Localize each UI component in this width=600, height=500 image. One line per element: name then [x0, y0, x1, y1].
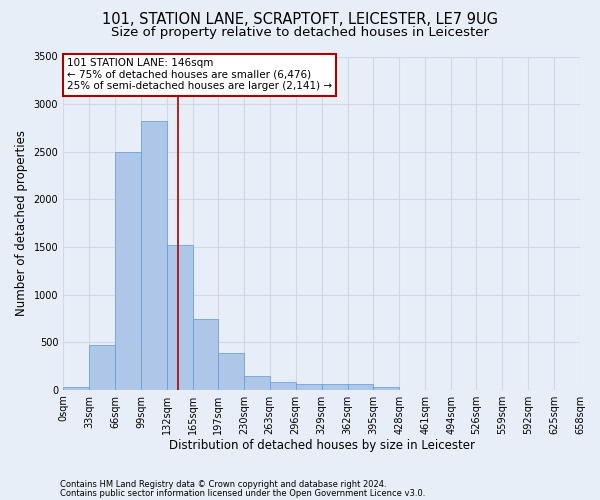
Bar: [373, 387, 400, 390]
Bar: [115, 152, 141, 390]
Text: 101, STATION LANE, SCRAPTOFT, LEICESTER, LE7 9UG: 101, STATION LANE, SCRAPTOFT, LEICESTER,…: [102, 12, 498, 28]
Bar: [89, 345, 115, 390]
Bar: [296, 384, 322, 390]
Text: Contains public sector information licensed under the Open Government Licence v3: Contains public sector information licen…: [60, 488, 425, 498]
Bar: [167, 245, 193, 390]
Bar: [141, 121, 167, 390]
Text: Contains HM Land Registry data © Crown copyright and database right 2024.: Contains HM Land Registry data © Crown c…: [60, 480, 386, 489]
Y-axis label: Number of detached properties: Number of detached properties: [15, 130, 28, 316]
Bar: [244, 376, 270, 390]
Text: 101 STATION LANE: 146sqm
← 75% of detached houses are smaller (6,476)
25% of sem: 101 STATION LANE: 146sqm ← 75% of detach…: [67, 58, 332, 92]
Bar: [270, 382, 296, 390]
Text: Size of property relative to detached houses in Leicester: Size of property relative to detached ho…: [111, 26, 489, 39]
Bar: [322, 384, 347, 390]
X-axis label: Distribution of detached houses by size in Leicester: Distribution of detached houses by size …: [169, 440, 475, 452]
Bar: [347, 384, 373, 390]
Bar: [63, 387, 89, 390]
Bar: [218, 352, 244, 390]
Bar: [193, 320, 218, 390]
